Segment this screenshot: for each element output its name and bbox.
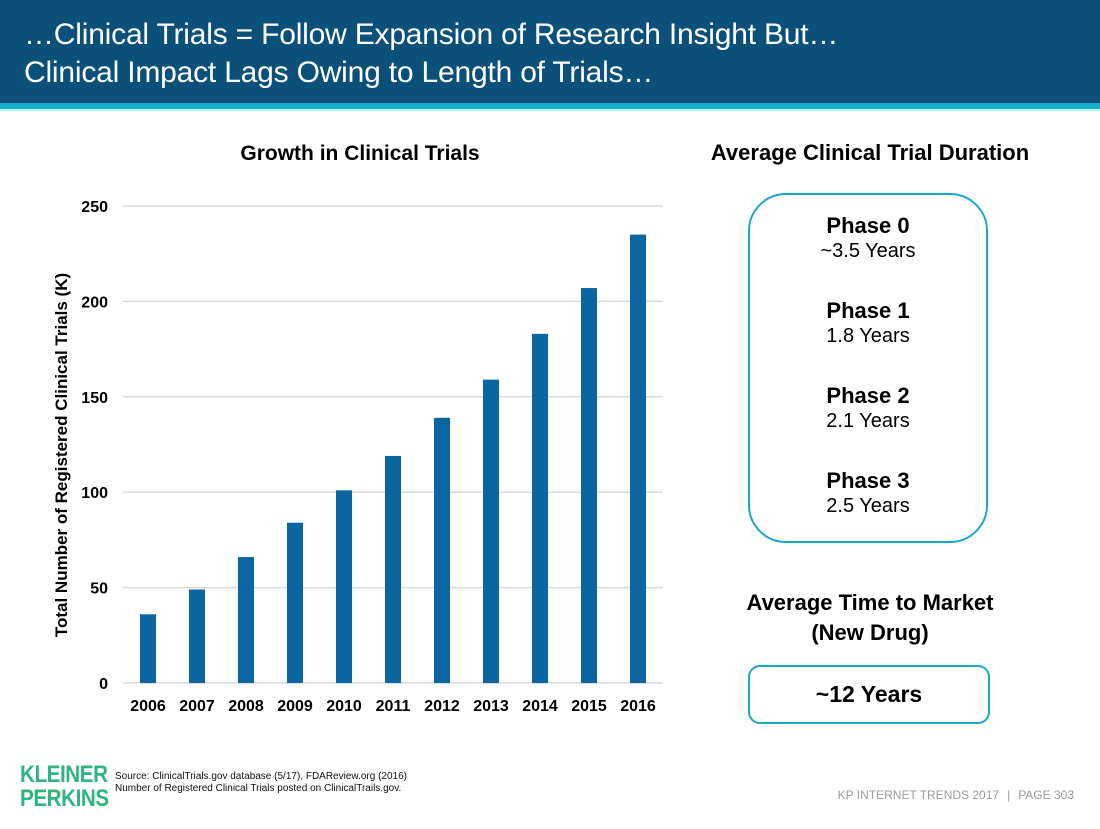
logo-line-1: KLEINER bbox=[20, 761, 108, 788]
footer-separator: | bbox=[1007, 788, 1011, 802]
duration-title: Average Clinical Trial Duration bbox=[710, 140, 1030, 165]
page-footer: KP INTERNET TRENDS 2017 | PAGE 303 bbox=[838, 788, 1074, 802]
y-tick-label: 200 bbox=[81, 294, 108, 311]
kleiner-perkins-logo: KLEINER PERKINS bbox=[20, 763, 109, 811]
accent-stripe bbox=[0, 103, 1100, 109]
y-tick-label: 250 bbox=[81, 199, 108, 216]
bar-2012 bbox=[434, 417, 450, 683]
phase-duration: 2.1 Years bbox=[826, 410, 910, 432]
page-number: PAGE 303 bbox=[1018, 788, 1074, 802]
bar-2013 bbox=[483, 379, 499, 683]
x-tick-label: 2006 bbox=[130, 698, 166, 715]
phase-name: Phase 3 bbox=[826, 468, 910, 493]
phase-item: Phase 0 ~3.5 Years bbox=[750, 213, 986, 263]
time-to-market-title-line-2: (New Drug) bbox=[811, 620, 929, 645]
x-tick-label: 2010 bbox=[326, 698, 362, 715]
y-tick-label: 150 bbox=[81, 390, 108, 407]
logo-line-2: PERKINS bbox=[20, 785, 109, 812]
bar-2011 bbox=[385, 455, 401, 683]
slide-title-line-2: Clinical Impact Lags Owing to Length of … bbox=[24, 56, 654, 89]
y-tick-label: 0 bbox=[99, 676, 108, 693]
phase-name: Phase 2 bbox=[826, 383, 910, 408]
phase-duration: ~3.5 Years bbox=[820, 240, 916, 262]
x-tick-label: 2014 bbox=[522, 698, 558, 715]
phase-item: Phase 1 1.8 Years bbox=[750, 298, 986, 348]
bar-2015 bbox=[581, 288, 597, 683]
x-tick-label: 2011 bbox=[376, 698, 411, 715]
bar-2007 bbox=[189, 589, 205, 683]
phase-item: Phase 2 2.1 Years bbox=[750, 383, 986, 433]
accent-stripe-light bbox=[0, 109, 1100, 111]
phase-duration: 2.5 Years bbox=[826, 495, 910, 517]
source-note: Source: ClinicalTrials.gov database (5/1… bbox=[115, 771, 407, 795]
x-tick-label: 2013 bbox=[473, 698, 509, 715]
x-tick-label: 2012 bbox=[424, 698, 460, 715]
bar-2014 bbox=[532, 333, 548, 683]
time-to-market-box: ~12 Years bbox=[748, 665, 990, 724]
chart-title: Growth in Clinical Trials bbox=[240, 142, 480, 165]
x-tick-label: 2008 bbox=[228, 698, 264, 715]
time-to-market-title: Average Time to Market (New Drug) bbox=[690, 588, 1050, 648]
y-tick-label: 50 bbox=[90, 581, 108, 598]
report-name: KP INTERNET TRENDS 2017 bbox=[837, 788, 1000, 802]
phase-name: Phase 1 bbox=[826, 298, 910, 323]
x-tick-label: 2007 bbox=[179, 698, 215, 715]
y-axis-title: Total Number of Registered Clinical Tria… bbox=[52, 272, 71, 638]
source-line-2: Number of Registered Clinical Trials pos… bbox=[115, 783, 402, 794]
slide-title-line-1: …Clinical Trials = Follow Expansion of R… bbox=[24, 18, 839, 51]
phase-item: Phase 3 2.5 Years bbox=[750, 468, 986, 518]
source-line-1: Source: ClinicalTrials.gov database (5/1… bbox=[115, 771, 407, 782]
time-to-market-title-line-1: Average Time to Market bbox=[746, 590, 994, 615]
title-banner: …Clinical Trials = Follow Expansion of R… bbox=[0, 0, 1100, 103]
phase-name: Phase 0 bbox=[826, 213, 910, 238]
phase-duration-box: Phase 0 ~3.5 Years Phase 1 1.8 Years Pha… bbox=[748, 193, 988, 543]
x-tick-label: 2015 bbox=[571, 698, 607, 715]
x-tick-label: 2009 bbox=[277, 698, 313, 715]
bar-2006 bbox=[140, 614, 156, 683]
phase-duration: 1.8 Years bbox=[826, 325, 910, 347]
time-to-market-value: ~12 Years bbox=[815, 681, 923, 707]
x-tick-label: 2016 bbox=[620, 698, 656, 715]
bar-2009 bbox=[287, 522, 303, 683]
bar-2008 bbox=[238, 557, 254, 683]
bar-2016 bbox=[630, 234, 646, 683]
bar-2010 bbox=[336, 490, 352, 683]
y-tick-label: 100 bbox=[81, 485, 108, 502]
